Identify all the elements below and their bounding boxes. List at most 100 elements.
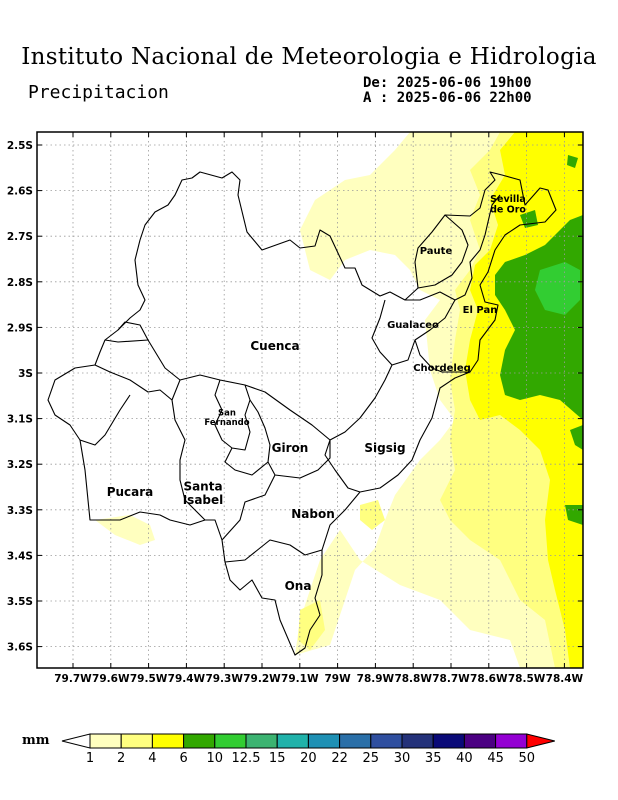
colorbar-level-label: 22 [331,751,348,766]
precip-light-area-2 [95,515,155,545]
lat-tick-label: 3.4S [7,550,33,562]
lat-tick-label: 2.6S [7,186,33,198]
lon-tick-label: 78.9W [357,673,395,685]
lon-tick-label: 79.4W [168,673,206,685]
colorbar-level-label: 6 [179,751,187,766]
date-range: De: 2025-06-06 19h00 A : 2025-06-06 22h0… [363,76,532,106]
sigsig-boundary [324,439,361,493]
colorbar-swatch [370,733,403,749]
lon-tick-label: 79.5W [130,673,168,685]
date-from: De: 2025-06-06 19h00 [363,75,532,91]
lon-tick-label: 79.7W [54,673,92,685]
precip-green-area-2 [535,262,580,315]
colorbar-swatch [432,733,465,749]
colorbar-level-label: 30 [394,751,411,766]
precipitation-field [95,132,583,668]
lat-tick-label: 3.3S [7,505,33,517]
canton-boundaries [47,171,557,656]
gualaceo-boundary [391,291,456,366]
lon-tick-label: 79.3W [205,673,243,685]
pucara-boundary [94,364,173,401]
lat-tick-label: 3.5S [7,596,33,608]
colorbar-level-label: 12.5 [232,751,261,766]
lon-tick-label: 79.6W [92,673,130,685]
colorbar-level-label: 45 [487,751,504,766]
axis-ticks [37,132,583,668]
precip-mid-area-2 [360,500,385,530]
latitude-labels: 2.5S 2.6S 2.7S 2.8S 2.9S 3S 3.1S 3.2S 3.3S 3.4S 3.… [7,140,33,654]
canton-label-sevilla-de-oro: Sevilla de Oro [490,194,526,216]
lat-tick-label: 2.9S [7,322,33,334]
colorbar-level-label: 10 [207,751,224,766]
colorbar-swatch [151,733,185,749]
paute-boundary [417,214,469,289]
precip-green-spot-4 [567,155,578,168]
nabon-boundary [221,474,276,541]
colorbar-swatch [339,733,372,749]
canton-label-santa-isabel: Santa Isabel [183,479,224,507]
colorbar-level-label: 2 [117,751,125,766]
precip-mid-area-3 [298,600,325,650]
chordeleg-boundary [414,339,470,373]
canton-label-cuenca: Cuenca [250,339,299,353]
lat-tick-label: 2.7S [7,231,33,243]
lat-tick-label: 2.8S [7,277,33,289]
colorbar-level-label: 25 [363,751,380,766]
lon-tick-label: 78.8W [394,673,432,685]
lon-tick-label: 78.5W [508,673,546,685]
pucara-west-boundary [79,394,131,446]
santaisabel-east-boundary [224,447,269,476]
lat-tick-label: 3.1S [7,414,33,426]
lat-tick-label: 3S [18,368,33,380]
lat-tick-label: 3.6S [7,642,33,654]
cuenca-boundary [147,299,393,441]
colorbar-swatch [183,733,216,749]
date-to: A : 2025-06-06 22h00 [363,90,532,106]
colorbar-swatch [120,733,153,749]
colorbar-level-label: 50 [519,751,536,766]
page-title: Instituto Nacional de Meteorologia e Hid… [21,44,597,70]
ona-boundary [224,539,323,563]
colorbar-swatch [401,733,434,749]
lon-tick-label: 79.1W [281,673,319,685]
colorbar-level-label: 4 [148,751,156,766]
canton-label-el-pan: El Pan [463,305,498,316]
canton-label-pucara: Pucara [107,485,154,499]
precip-green-spot-2 [570,425,583,450]
variable-label: Precipitacion [28,82,169,103]
santaisabel-boundary [171,379,206,521]
canton-label-nabon: Nabon [291,507,335,521]
lon-tick-label: 79W [324,673,351,685]
colorbar-swatch [245,733,278,749]
longitude-labels: 79.7W 79.6W 79.5W 79.4W 79.3W 79.2W 79.1W 79W 78… [54,673,583,685]
unit-label: mm [22,733,50,748]
colorbar-swatch [214,733,247,749]
lat-tick-label: 2.5S [7,140,33,152]
canton-label-gualaceo: Gualaceo [387,320,439,331]
map-frame [36,131,584,669]
canton-label-giron: Giron [272,441,309,455]
colorbar-swatch [463,733,497,749]
colorbar-level-label: 40 [456,751,473,766]
lat-tick-label: 3.2S [7,459,33,471]
canton-label-ona: Ona [285,579,312,593]
graticule [37,132,583,668]
canton-label-sigsig: Sigsig [364,441,405,455]
elpan-boundary [454,194,501,301]
west-boundary [104,321,149,343]
colorbar-level-label: 15 [269,751,286,766]
canton-labels: Cuenca Gualaceo Paute El Pan Sevilla de Oro Ch… [107,194,527,593]
colorbar-high-arrow [526,733,555,749]
lon-tick-label: 78.7W [432,673,470,685]
colorbar-swatch [276,733,309,749]
colorbar-level-label: 20 [300,751,317,766]
canton-label-san-fernando: San Fernando [204,408,249,428]
colorbar-low-arrow [61,733,91,749]
lon-tick-label: 78.6W [470,673,508,685]
canton-label-paute: Paute [420,246,453,257]
lon-tick-label: 79.2W [243,673,281,685]
colorbar-level-label: 35 [425,751,442,766]
colorbar-level-label: 1 [86,751,94,766]
colorbar-swatch [307,733,341,749]
